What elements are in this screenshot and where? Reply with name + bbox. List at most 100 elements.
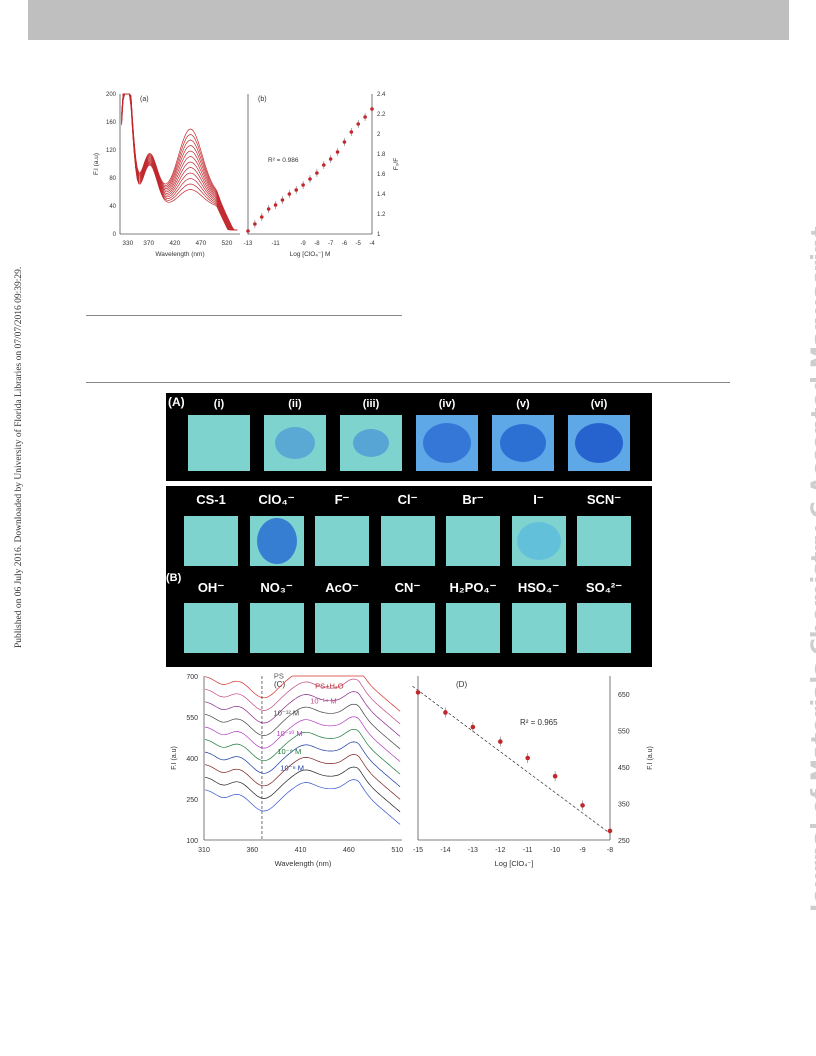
anion-label: SO₄²⁻ <box>585 580 623 595</box>
test-strip <box>188 415 250 471</box>
y-tick-label: 1.6 <box>377 172 386 178</box>
fluorescence-spot <box>275 427 315 459</box>
fit-line <box>412 685 611 834</box>
test-strip <box>492 415 554 471</box>
y-tick-label: 450 <box>618 765 630 772</box>
photo-panel-a: (A) (i) (ii) (iii) (iv) (v) (vi) <box>166 393 652 481</box>
anion-label: SCN⁻ <box>586 492 622 507</box>
y-axis-label: F.I (a.u) <box>93 153 100 175</box>
x-tick-label: 510 <box>391 847 403 854</box>
spectrum-line <box>121 93 238 231</box>
photo-panel-b: (B) CS-1 ClO₄⁻ F⁻ Cl⁻ Br⁻ I⁻ SCN⁻ OH⁻ NO₃⁻ AcO⁻ CN… <box>166 486 652 667</box>
spectrum-line <box>121 93 238 231</box>
data-point <box>301 183 305 187</box>
anion-label: I⁻ <box>533 492 544 507</box>
y-tick-label: 250 <box>618 838 630 845</box>
data-point <box>552 773 558 779</box>
y-tick-label: 350 <box>618 802 630 809</box>
y-tick-label: 120 <box>106 148 117 154</box>
x-tick-label: 460 <box>343 847 355 854</box>
x-tick-label: 310 <box>198 847 210 854</box>
photo-a-label: (iv) <box>438 398 456 410</box>
data-point <box>287 192 292 196</box>
anion-label: CN⁻ <box>394 580 421 595</box>
x-tick-label: -7 <box>328 241 334 247</box>
chart-b: 1 1.2 1.4 1.6 1.8 2 2.2 2.4 -13 -11 -9 -8 -7 -6 -5 -4 Lo… <box>244 92 400 258</box>
y-tick-label: 200 <box>106 92 117 98</box>
x-tick-label: -13 <box>468 847 478 854</box>
panel-tag: (a) <box>140 96 149 103</box>
data-point <box>308 177 312 181</box>
data-point <box>525 755 531 761</box>
spectrum-line <box>121 93 238 231</box>
y-tick-label: 100 <box>186 838 198 845</box>
x-axis-label: Log [ClO₄⁻] M <box>290 251 331 258</box>
chart-a: 0 40 80 120 160 200 330 370 420 470 520 Wavelength … <box>93 92 240 258</box>
anion-label: ClO₄⁻ <box>258 492 295 507</box>
anion-label: OH⁻ <box>197 580 225 595</box>
anion-label: F⁻ <box>334 492 350 507</box>
y-tick-label: 40 <box>109 204 116 210</box>
chart-c: 100 250 400 550 700 310 360 410 460 510 Wavelength… <box>171 672 403 868</box>
test-strip <box>340 415 402 471</box>
data-point <box>328 157 333 161</box>
data-point <box>294 188 299 192</box>
x-tick-label: -13 <box>244 241 253 247</box>
photo-a-label: (vi) <box>590 398 608 410</box>
x-tick-label: 410 <box>295 847 307 854</box>
y-tick-label: 80 <box>109 176 116 182</box>
x-tick-label: -8 <box>607 847 613 854</box>
data-point <box>315 171 319 175</box>
spectrum-line <box>121 93 238 231</box>
test-strip <box>184 603 238 653</box>
data-point <box>342 140 347 144</box>
panel-tag: (C) <box>274 680 285 689</box>
y-tick-label: 1.4 <box>377 192 386 198</box>
r2-annotation: R² = 0.965 <box>520 718 558 727</box>
test-strip <box>511 516 566 566</box>
spectrum-line <box>204 754 401 800</box>
curve-label: 10⁻⁸ M <box>277 747 301 756</box>
curve-label: PS+H₂O <box>315 681 344 690</box>
photo-a-label: (i) <box>213 398 225 410</box>
spectrum-line <box>121 93 238 231</box>
test-strip <box>249 603 304 653</box>
y-tick-label: 550 <box>186 715 198 722</box>
x-axis-label: Log [ClO₄⁻] <box>495 859 534 868</box>
test-strip <box>416 415 478 471</box>
y-tick-label: 1.8 <box>377 152 386 158</box>
journal-watermark: Journal of Materials Chemistry C Accepte… <box>807 226 816 912</box>
spectrum-line <box>204 779 401 825</box>
fluorescence-spot <box>575 423 623 463</box>
y-axis-label: F₀/F <box>393 158 400 170</box>
x-axis-label: Wavelength (nm) <box>275 859 332 868</box>
y-axis-label: F.I (a.u) <box>171 746 178 770</box>
spectrum-line <box>121 93 238 231</box>
data-point <box>253 222 257 226</box>
x-tick-label: -9 <box>579 847 585 854</box>
x-tick-label: 520 <box>222 240 233 247</box>
test-strip <box>249 516 304 566</box>
data-point <box>335 150 340 154</box>
data-point <box>349 130 354 134</box>
spectrum-line <box>204 691 401 737</box>
fluorescence-spot <box>500 424 546 462</box>
data-point <box>259 215 264 219</box>
test-strip <box>184 516 238 566</box>
x-tick-label: -12 <box>495 847 505 854</box>
fluorescence-spot <box>256 518 297 564</box>
data-point <box>273 203 278 207</box>
panel-tag: (b) <box>258 96 267 103</box>
data-point <box>470 724 476 730</box>
y-tick-label: 1.2 <box>377 212 386 218</box>
spectrum-line <box>121 93 238 231</box>
spectrum-line <box>204 703 401 750</box>
header-bar <box>28 0 789 40</box>
x-tick-label: 470 <box>195 240 206 247</box>
test-strip <box>577 603 631 653</box>
y-tick-label: 160 <box>106 120 117 126</box>
photo-a-label: (ii) <box>288 398 302 410</box>
y-tick-label: 700 <box>186 674 198 681</box>
y-tick-label: 1 <box>377 232 381 238</box>
data-point <box>607 828 613 834</box>
